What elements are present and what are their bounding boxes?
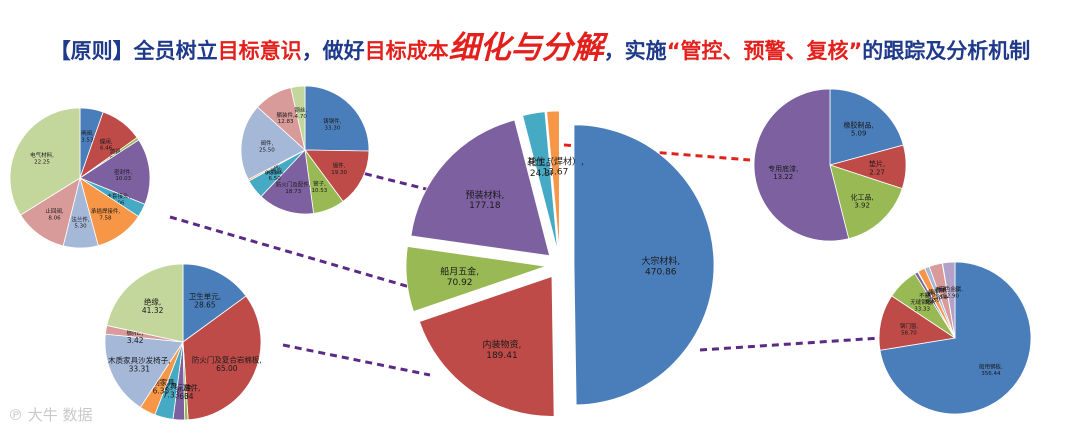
slice-label: 减震器, 6.50 xyxy=(266,168,285,182)
slice-label: 钢丝, 4.70 xyxy=(294,106,307,120)
pie-chart-main: 大宗材料, 470.86 内装物资, 189.41 船月五金, 70.92 预装材料, 177… xyxy=(405,110,715,417)
pie-slice xyxy=(573,124,715,406)
pie-slice xyxy=(104,333,184,408)
connector-line xyxy=(169,215,421,292)
slice-label: 铜排, 7.53 xyxy=(928,290,941,304)
pie-slice xyxy=(106,263,184,343)
slice-label: 钢制家具, 6.35 xyxy=(145,377,177,396)
title-part: 的跟踪及分析机制 xyxy=(862,39,1031,63)
slice-label: 木质家具沙发椅子, 33.31 xyxy=(108,355,170,374)
slice-label: 锻件, 19.30 xyxy=(331,162,347,176)
slice-label: 专用底漆, 13.22 xyxy=(768,164,798,181)
slice-label: 密封件, 10.03 xyxy=(114,168,133,182)
slice-label: 承插焊接件, 7.58 xyxy=(91,207,121,221)
pie-slice xyxy=(182,295,262,421)
slice-label: 钢门窗, 58.70 xyxy=(900,322,919,336)
slice-label: 电气材料, 22.25 xyxy=(30,151,54,165)
slice-label: 铸钢件, 33.30 xyxy=(323,117,342,131)
slice-label: 法兰件, 5.30 xyxy=(71,215,90,229)
slice-label: 大宗材料, 470.86 xyxy=(641,255,680,277)
slice-label: 铝型材, 5.00 xyxy=(928,288,947,302)
pie-slice xyxy=(418,275,555,417)
slice-label: 有色金属, 12.90 xyxy=(939,285,963,299)
slice-label: 其他（焊材）, 13.67 xyxy=(527,155,584,177)
title-highlight: 目标成本 xyxy=(364,39,449,63)
slice-label: 阀件, 25.50 xyxy=(259,139,275,153)
slice-label: 橡胶制品, 5.09 xyxy=(843,121,873,138)
pie-chart-top-right: 橡胶制品, 5.09 垫片, 2.27 化工品, 3.92 专用底漆, 13.22 xyxy=(753,88,907,242)
pie-slice xyxy=(79,139,151,205)
slice-label: 卫生单元, 28.65 xyxy=(189,291,221,310)
slice-label: 家具, 7.33 xyxy=(162,381,179,400)
slice-label: 无缝钢管, 33.33 xyxy=(910,298,934,312)
title-part: ，做好 xyxy=(301,39,365,63)
pie-slice xyxy=(304,85,370,152)
slice-label: 内装物资, 189.41 xyxy=(483,338,522,360)
pie-slice xyxy=(260,149,315,215)
title-part: ，实施 xyxy=(603,39,667,63)
slice-label: 蝶阀, 6.46 xyxy=(100,137,113,151)
slice-label: 船用钢板, 356.44 xyxy=(979,363,1003,377)
pie-slice xyxy=(405,246,547,313)
slice-label: 地砖, 1.34 xyxy=(176,382,193,401)
pie-slice xyxy=(240,106,306,181)
pie-chart-bottom-right: 船用钢板,356.44钢门窗,58.70无缝钢管,33.33不锈钢管,3.40铜… xyxy=(878,261,1032,415)
pie-slice xyxy=(410,119,551,257)
slice-label: 闸阀, 3.53 xyxy=(81,129,94,143)
slice-label: 钢材, 13.87 xyxy=(935,286,951,300)
slice-label: 绝缘, 41.32 xyxy=(142,296,164,315)
title-part: 【原则】全员树立 xyxy=(49,39,218,63)
pie-slice xyxy=(829,164,903,240)
slice-label: 管子, 10.53 xyxy=(312,180,328,194)
pie-slice xyxy=(942,261,956,339)
slice-label: 舾装件, 12.83 xyxy=(276,111,295,125)
title-highlight: “管控、预警、复核” xyxy=(666,39,863,63)
pie-slice xyxy=(182,263,247,343)
slice-label: 化工品, 24.36 xyxy=(528,157,558,179)
pie-slice xyxy=(829,88,904,166)
title-emphasis: 细化与分解 xyxy=(448,30,604,66)
page-title: 【原则】全员树立目标意识，做好目标成本细化与分解，实施“管控、预警、复核”的跟踪… xyxy=(0,28,1080,68)
slice-label: 预装材料, 177.18 xyxy=(465,189,504,211)
slice-label: 垫片, 2.27 xyxy=(869,159,885,176)
connector-line xyxy=(282,343,431,377)
pie-slice xyxy=(753,88,850,242)
pie-slice xyxy=(522,111,559,252)
connector-line xyxy=(699,336,881,352)
slice-label: 防火门及复合岩棉板, 65.00 xyxy=(192,354,262,373)
pie-slice xyxy=(546,110,560,252)
title-highlight: 目标意识 xyxy=(217,39,302,63)
slice-label: 化工品, 3.92 xyxy=(851,192,874,209)
pie-chart-top-left: 闸阀,3.53蝶阀,6.46滤器,0.43密封件,10.03卡套接头,2.06承… xyxy=(9,107,151,249)
pie-slice xyxy=(9,107,81,216)
slice-label: 船月五金, 70.92 xyxy=(440,265,479,287)
watermark: ℗ 大牛 数据 xyxy=(8,406,93,424)
pie-slice xyxy=(304,149,370,203)
slice-label: 防火门及配件, 18.73 xyxy=(276,181,311,195)
slice-label: 配件标准件, 4.60 xyxy=(160,382,200,401)
pie-slice xyxy=(290,85,306,151)
slice-label: 止回阀, 8.06 xyxy=(45,207,64,221)
